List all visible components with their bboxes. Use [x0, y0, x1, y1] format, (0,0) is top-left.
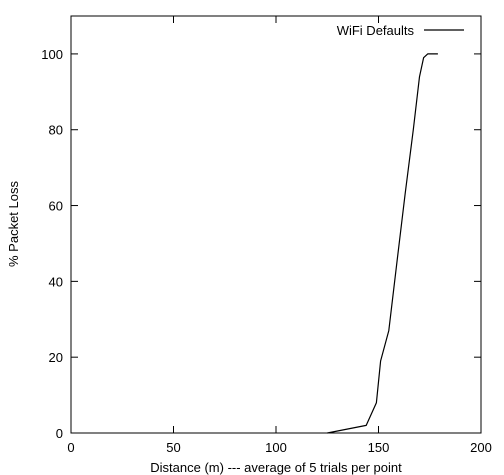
x-tick-label: 100 — [265, 440, 287, 455]
y-axis: 0 20 40 60 80 100 — [41, 47, 481, 441]
y-tick-label: 100 — [41, 47, 63, 62]
x-tick-label: 150 — [368, 440, 390, 455]
legend: WiFi Defaults — [337, 23, 464, 38]
x-tick-label: 0 — [67, 440, 74, 455]
series-layer — [327, 53, 438, 434]
x-axis-title: Distance (m) --- average of 5 trials per… — [150, 460, 402, 475]
y-tick-label: 80 — [49, 123, 63, 138]
y-tick-label: 40 — [49, 274, 63, 289]
legend-label: WiFi Defaults — [337, 23, 415, 38]
y-tick-label: 20 — [49, 350, 63, 365]
y-axis-title: % Packet Loss — [6, 181, 21, 267]
y-tick-label: 60 — [49, 199, 63, 214]
x-tick-label: 200 — [470, 440, 492, 455]
y-tick-label: 0 — [56, 426, 63, 441]
series-line-wifi-defaults — [327, 53, 438, 434]
x-axis: 0 50 100 150 200 — [67, 16, 492, 455]
x-tick-label: 50 — [166, 440, 180, 455]
